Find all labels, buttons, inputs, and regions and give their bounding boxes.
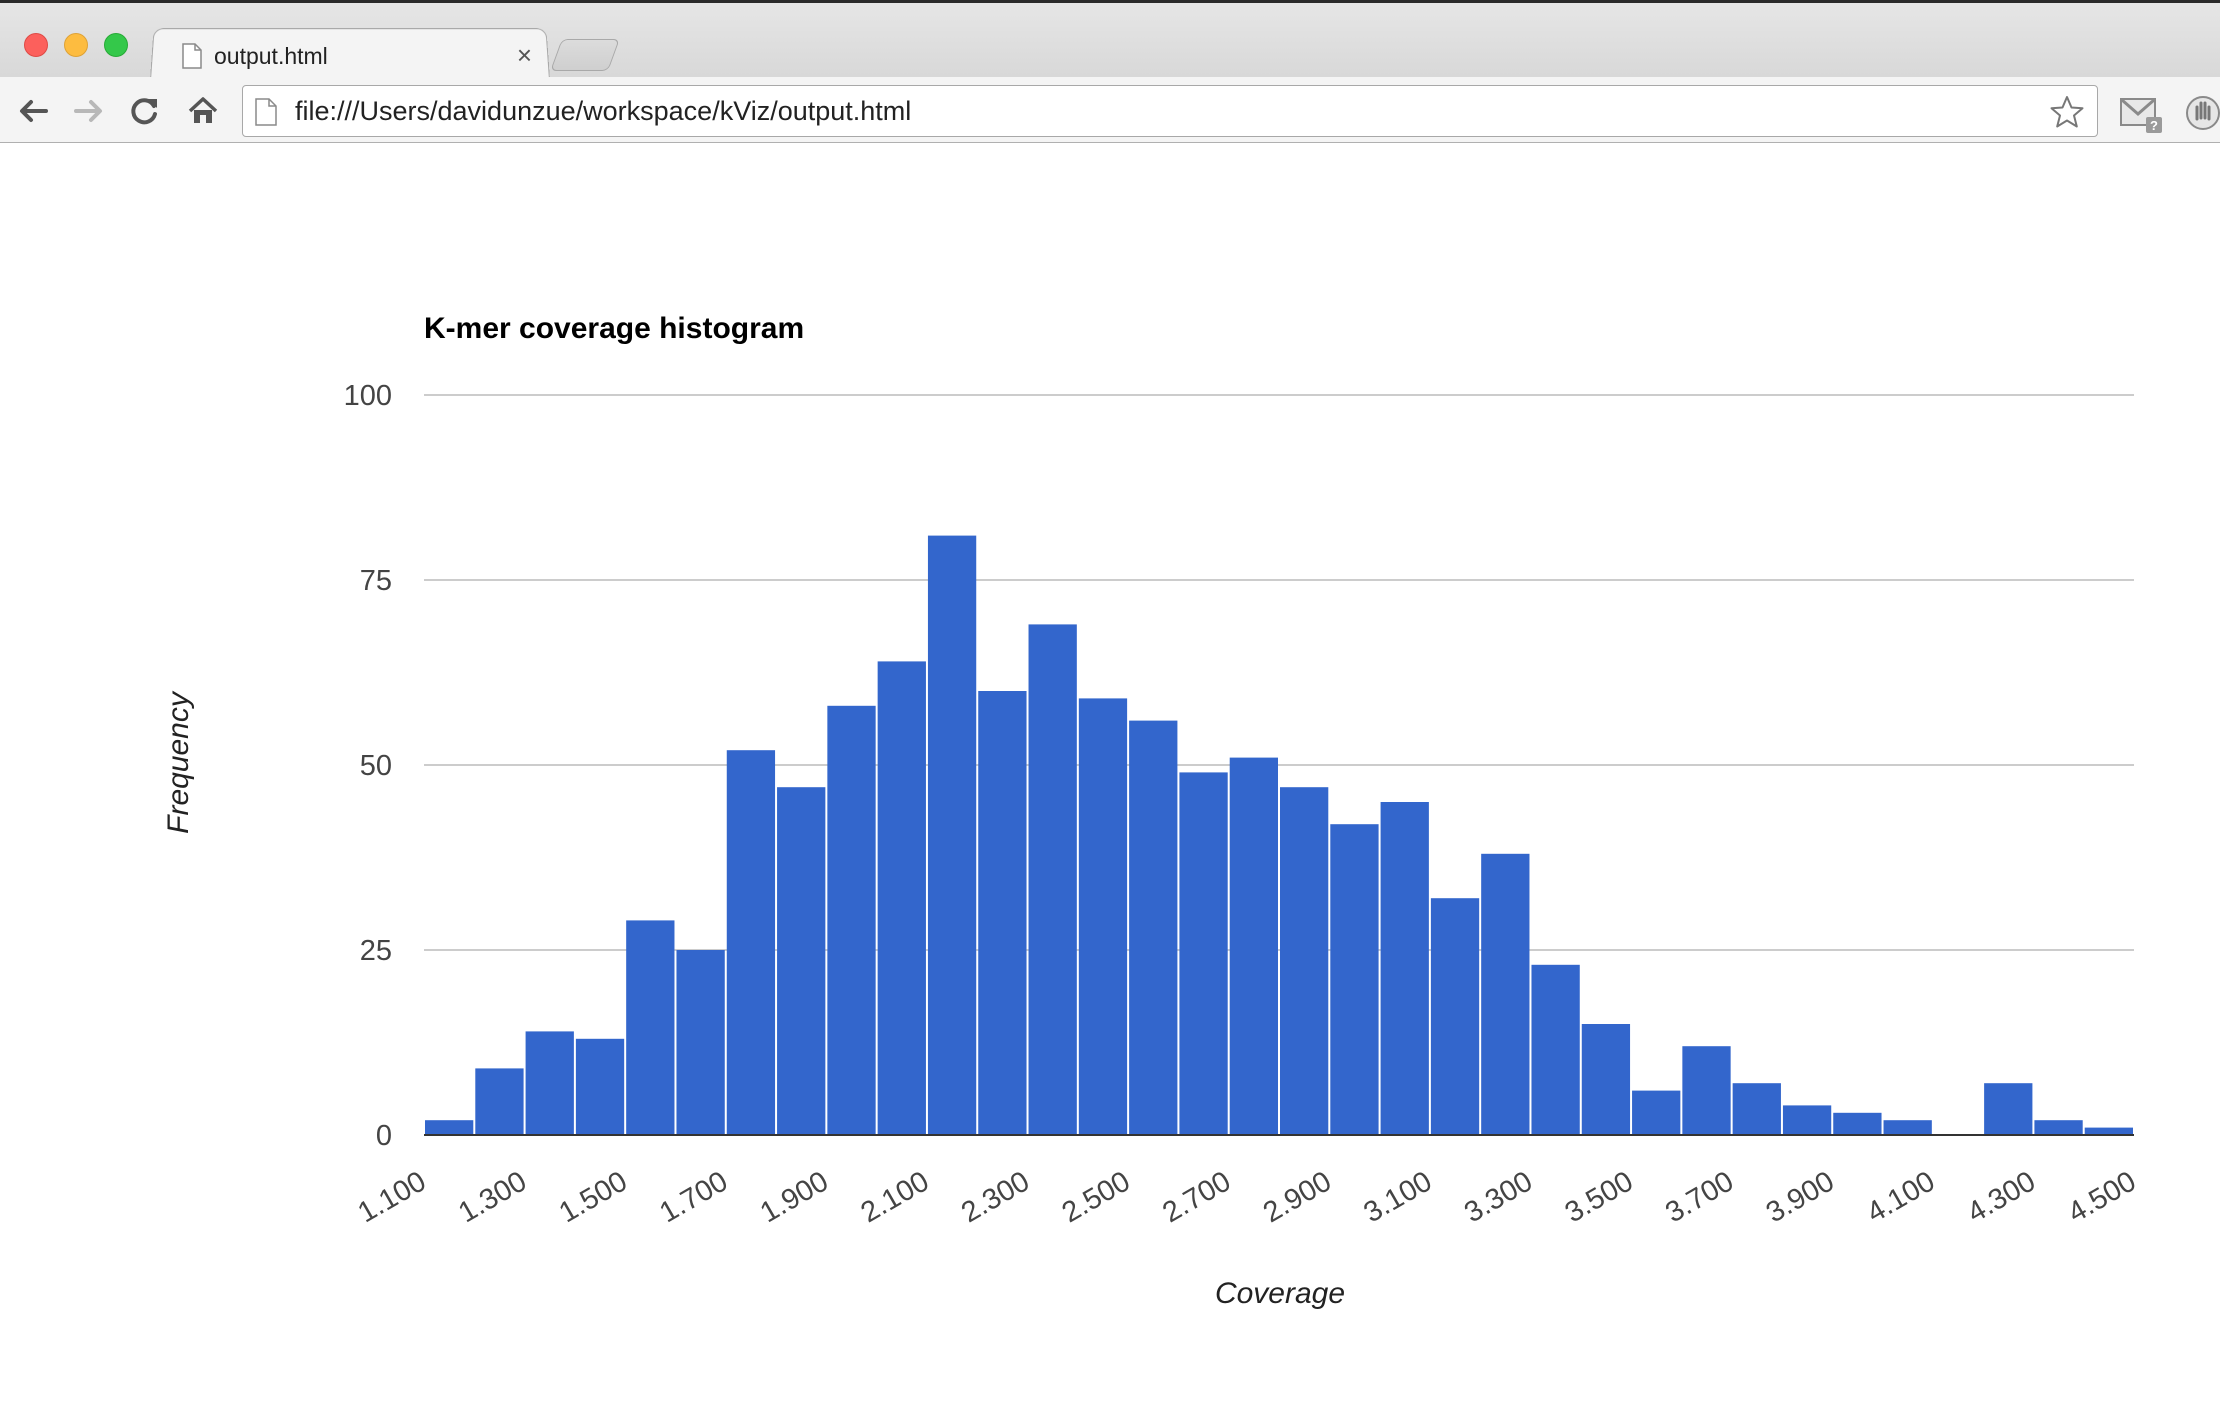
histogram-bar[interactable] <box>1078 698 1128 1135</box>
gridlines <box>424 394 2134 951</box>
histogram-bar[interactable] <box>978 691 1027 1135</box>
histogram-bar[interactable] <box>1179 772 1228 1135</box>
histogram-bar[interactable] <box>1330 824 1379 1135</box>
histogram-bar[interactable] <box>1229 757 1278 1135</box>
home-icon[interactable] <box>186 94 220 128</box>
window-close-button[interactable] <box>24 33 48 57</box>
histogram-bar[interactable] <box>1581 1024 1631 1135</box>
page-icon <box>182 43 202 69</box>
bars <box>425 535 2133 1135</box>
x-tick-label: 2.700 <box>1157 1165 1236 1229</box>
histogram-bar[interactable] <box>1984 1083 2033 1135</box>
address-bar[interactable]: file:///Users/davidunzue/workspace/kViz/… <box>242 85 2098 137</box>
histogram-bar[interactable] <box>827 705 876 1135</box>
page-content: 0 25 50 75 100 1.100 1.300 1.500 1.700 1.900 2.10… <box>0 143 2220 1420</box>
reload-icon[interactable] <box>128 94 162 128</box>
x-tick-label: 3.300 <box>1459 1165 1538 1229</box>
histogram-bar[interactable] <box>1632 1090 1681 1135</box>
histogram-bar[interactable] <box>877 661 926 1135</box>
histogram-bar[interactable] <box>425 1120 474 1135</box>
y-tick-label: 0 <box>376 1120 392 1152</box>
histogram-bar[interactable] <box>1129 720 1178 1135</box>
y-tick-label: 75 <box>360 565 392 597</box>
histogram-bar[interactable] <box>1531 964 1580 1135</box>
histogram-bar[interactable] <box>575 1038 625 1135</box>
x-tick-label: 1.100 <box>353 1165 432 1229</box>
address-url[interactable]: file:///Users/davidunzue/workspace/kViz/… <box>295 96 912 126</box>
histogram-bar[interactable] <box>475 1068 524 1135</box>
tab-strip: output.html × <box>0 3 2220 80</box>
x-tick-label: 3.500 <box>1560 1165 1639 1229</box>
x-tick-label: 2.100 <box>856 1165 935 1229</box>
histogram-bar[interactable] <box>1883 1120 1932 1135</box>
x-tick-label: 3.900 <box>1761 1165 1840 1229</box>
x-tick-label: 3.100 <box>1359 1165 1438 1229</box>
histogram-bar[interactable] <box>1430 898 1480 1135</box>
histogram-bar[interactable] <box>676 950 725 1135</box>
back-arrow-icon[interactable] <box>16 94 50 128</box>
histogram-bar[interactable] <box>777 787 826 1135</box>
histogram-chart: 0 25 50 75 100 1.100 1.300 1.500 1.700 1.900 2.10… <box>162 312 2142 1310</box>
histogram-bar[interactable] <box>927 535 977 1135</box>
svg-text:?: ? <box>2150 118 2158 133</box>
new-tab-button[interactable] <box>550 39 620 71</box>
page-icon <box>255 98 277 126</box>
histogram-bar[interactable] <box>726 750 776 1135</box>
window-zoom-button[interactable] <box>104 33 128 57</box>
chart-title: K-mer coverage histogram <box>424 312 804 345</box>
active-tab-content[interactable]: output.html × <box>182 33 532 77</box>
hand-extension-icon[interactable] <box>2186 93 2220 133</box>
histogram-bar[interactable] <box>525 1031 574 1135</box>
window-top-border <box>0 0 2220 3</box>
histogram-bar[interactable] <box>1280 787 1329 1135</box>
histogram-bar[interactable] <box>1833 1112 1882 1135</box>
x-tick-labels: 1.100 1.300 1.500 1.700 1.900 2.100 2.300 2.500… <box>353 1165 2142 1229</box>
x-tick-label: 4.300 <box>1962 1165 2041 1229</box>
x-tick-label: 4.100 <box>1861 1165 1940 1229</box>
histogram-bar[interactable] <box>1682 1046 1731 1135</box>
window-minimize-button[interactable] <box>64 33 88 57</box>
histogram-bar[interactable] <box>626 920 675 1135</box>
histogram-bar[interactable] <box>1732 1083 1781 1135</box>
x-tick-label: 1.900 <box>755 1165 834 1229</box>
y-tick-label: 100 <box>344 380 392 412</box>
histogram-bar[interactable] <box>2034 1120 2083 1135</box>
forward-arrow-icon[interactable] <box>72 94 106 128</box>
x-tick-label: 1.700 <box>654 1165 733 1229</box>
tab-close-icon[interactable]: × <box>516 40 532 70</box>
histogram-bar[interactable] <box>1380 802 1429 1135</box>
x-tick-label: 2.900 <box>1258 1165 1337 1229</box>
x-tick-label: 2.300 <box>956 1165 1035 1229</box>
histogram-bar[interactable] <box>1028 624 1077 1135</box>
bookmark-star-icon[interactable] <box>2049 94 2085 130</box>
y-tick-labels: 0 25 50 75 100 <box>344 380 392 1152</box>
x-axis-label: Coverage <box>1215 1277 1345 1310</box>
x-tick-label: 4.500 <box>2063 1165 2142 1229</box>
x-tick-label: 2.500 <box>1057 1165 1136 1229</box>
tab-title: output.html <box>214 43 328 69</box>
y-axis-label: Frequency <box>162 690 195 834</box>
histogram-bar[interactable] <box>1481 853 1530 1135</box>
y-tick-label: 25 <box>360 935 392 967</box>
x-tick-label: 3.700 <box>1660 1165 1739 1229</box>
histogram-bar[interactable] <box>2084 1127 2133 1135</box>
y-tick-label: 50 <box>360 750 392 782</box>
gmail-checker-icon[interactable]: ? <box>2120 95 2164 135</box>
histogram-bar[interactable] <box>1782 1105 1832 1135</box>
x-tick-label: 1.500 <box>554 1165 633 1229</box>
x-tick-label: 1.300 <box>453 1165 532 1229</box>
browser-toolbar: file:///Users/davidunzue/workspace/kViz/… <box>0 77 2220 143</box>
